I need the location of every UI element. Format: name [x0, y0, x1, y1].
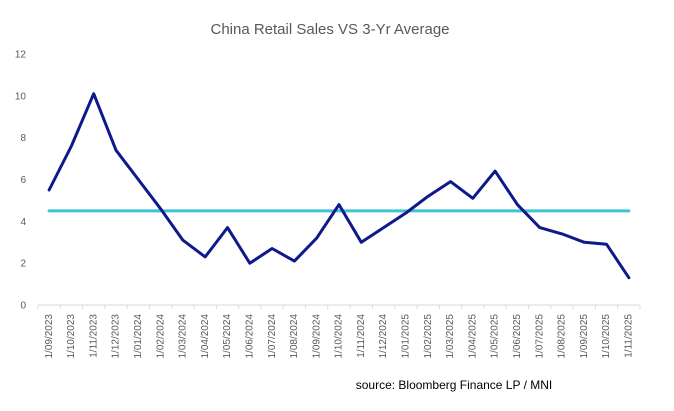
y-tick-label: 6: [20, 175, 26, 186]
x-tick-label: 1/02/2024: [155, 314, 166, 359]
x-tick-label: 1/11/2023: [88, 314, 99, 358]
x-tick-label: 1/08/2025: [557, 314, 568, 359]
x-tick-label: 1/05/2025: [490, 314, 501, 359]
x-tick-label: 1/10/2024: [334, 314, 345, 359]
x-tick-label: 1/03/2024: [178, 314, 189, 359]
x-tick-label: 1/05/2024: [222, 314, 233, 359]
x-tick-label: 1/06/2024: [244, 314, 255, 359]
x-tick-label: 1/04/2024: [200, 314, 211, 359]
x-tick-label: 1/10/2023: [66, 314, 77, 359]
x-tick-label: 1/09/2025: [579, 314, 590, 359]
x-tick-label: 1/12/2023: [111, 314, 122, 359]
y-tick-label: 2: [20, 259, 26, 270]
series-line-retail-sales: [47, 92, 631, 280]
x-tick-label: 1/09/2023: [44, 314, 55, 359]
x-tick-label: 1/08/2024: [289, 314, 300, 359]
x-axis: 1/09/2023 1/10/2023 1/11/2023 1/12/2023 1/01…: [37, 305, 641, 359]
x-tick-label: 1/04/2025: [467, 314, 478, 359]
x-tick-label: 1/07/2024: [267, 314, 278, 359]
x-tick-label: 1/06/2025: [512, 314, 523, 359]
chart-title: China Retail Sales VS 3-Yr Average: [210, 21, 449, 38]
x-tick-label: 1/09/2024: [311, 314, 322, 359]
y-tick-label: 8: [20, 133, 26, 144]
y-tick-label: 12: [15, 50, 27, 61]
x-tick-label: 1/11/2025: [623, 314, 634, 358]
x-tick-label: 1/01/2024: [133, 314, 144, 359]
y-axis: 0 2 4 6 8 10 12: [15, 50, 27, 312]
y-tick-label: 0: [20, 301, 26, 312]
y-tick-label: 10: [15, 91, 27, 102]
x-tick-label: 1/01/2025: [401, 314, 412, 359]
source-note: source: Bloomberg Finance LP / MNI: [356, 378, 553, 392]
x-tick-label: 1/11/2024: [356, 314, 367, 358]
x-tick-label: 1/12/2024: [378, 314, 389, 359]
x-tick-label: 1/03/2025: [445, 314, 456, 359]
plot-area: [47, 92, 631, 280]
x-tick-label: 1/02/2025: [423, 314, 434, 359]
y-tick-label: 4: [20, 217, 26, 228]
x-tick-label: 1/07/2025: [534, 314, 545, 359]
x-tick-label: 1/10/2025: [601, 314, 612, 359]
